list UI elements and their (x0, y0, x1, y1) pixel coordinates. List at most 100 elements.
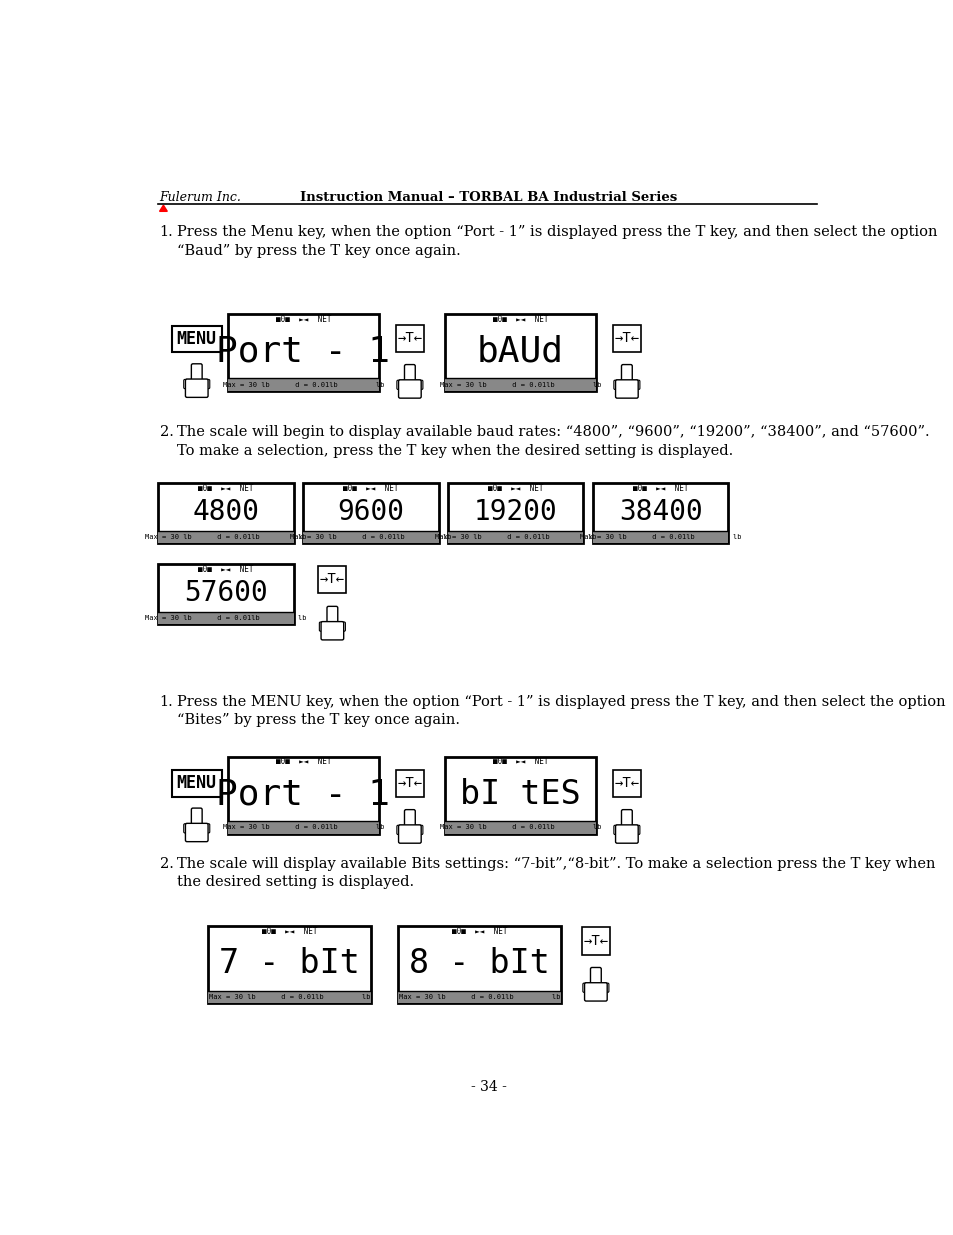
FancyBboxPatch shape (397, 990, 560, 1003)
FancyBboxPatch shape (581, 927, 609, 955)
FancyBboxPatch shape (228, 314, 378, 390)
Text: The scale will begin to display available baud rates: “4800”, “9600”, “19200”, “: The scale will begin to display availabl… (177, 425, 929, 458)
FancyBboxPatch shape (590, 967, 600, 986)
Polygon shape (159, 205, 167, 211)
FancyBboxPatch shape (196, 379, 204, 391)
FancyBboxPatch shape (582, 983, 590, 993)
FancyBboxPatch shape (185, 379, 208, 398)
Text: The scale will display available Bits settings: “7-bit”,“8-bit”. To make a selec: The scale will display available Bits se… (177, 857, 935, 889)
Text: Max = 30 lb      d = 0.01lb         lb: Max = 30 lb d = 0.01lb lb (435, 534, 596, 540)
FancyBboxPatch shape (303, 483, 438, 543)
FancyBboxPatch shape (404, 810, 415, 827)
Text: ■0■  ►◄  NET: ■0■ ►◄ NET (487, 484, 543, 493)
FancyBboxPatch shape (332, 622, 339, 634)
Text: Max = 30 lb      d = 0.01lb         lb: Max = 30 lb d = 0.01lb lb (290, 534, 451, 540)
Text: - 34 -: - 34 - (471, 1079, 506, 1094)
Text: ■0■  ►◄  NET: ■0■ ►◄ NET (492, 315, 547, 324)
Text: Max = 30 lb      d = 0.01lb         lb: Max = 30 lb d = 0.01lb lb (222, 382, 384, 388)
Text: 57600: 57600 (184, 579, 268, 608)
Text: Fulerum Inc.: Fulerum Inc. (159, 190, 241, 204)
FancyBboxPatch shape (202, 824, 210, 832)
Text: 2.: 2. (159, 857, 173, 871)
Text: ■0■  ►◄  NET: ■0■ ►◄ NET (452, 926, 507, 936)
FancyBboxPatch shape (185, 824, 208, 842)
FancyBboxPatch shape (318, 566, 346, 593)
Text: 7 - bIt: 7 - bIt (219, 947, 360, 981)
FancyBboxPatch shape (415, 825, 422, 835)
Text: 1.: 1. (159, 225, 173, 240)
FancyBboxPatch shape (303, 531, 438, 543)
FancyBboxPatch shape (444, 314, 596, 390)
Text: Max = 30 lb      d = 0.01lb         lb: Max = 30 lb d = 0.01lb lb (222, 824, 384, 830)
FancyBboxPatch shape (208, 990, 371, 1003)
Text: ■0■  ►◄  NET: ■0■ ►◄ NET (492, 757, 547, 767)
Text: 9600: 9600 (336, 499, 404, 526)
Text: Max = 30 lb      d = 0.01lb         lb: Max = 30 lb d = 0.01lb lb (439, 824, 600, 830)
Text: MENU: MENU (176, 774, 216, 793)
FancyBboxPatch shape (327, 606, 337, 625)
Text: ■0■  ►◄  NET: ■0■ ►◄ NET (343, 484, 398, 493)
FancyBboxPatch shape (631, 380, 639, 389)
FancyBboxPatch shape (228, 757, 378, 834)
Text: Port - 1: Port - 1 (216, 335, 390, 368)
FancyBboxPatch shape (192, 808, 202, 826)
Text: →T←: →T← (614, 331, 639, 346)
FancyBboxPatch shape (321, 621, 343, 640)
FancyBboxPatch shape (396, 380, 404, 389)
Text: ■0■  ►◄  NET: ■0■ ►◄ NET (198, 564, 253, 574)
FancyBboxPatch shape (615, 380, 638, 398)
Text: Press the MENU key, when the option “Port - 1” is displayed press the T key, and: Press the MENU key, when the option “Por… (177, 695, 945, 727)
FancyBboxPatch shape (444, 378, 596, 390)
FancyBboxPatch shape (158, 483, 294, 543)
Text: Press the Menu key, when the option “Port - 1” is displayed press the T key, and: Press the Menu key, when the option “Por… (177, 225, 937, 258)
FancyBboxPatch shape (595, 983, 602, 995)
FancyBboxPatch shape (447, 531, 583, 543)
Text: ■0■  ►◄  NET: ■0■ ►◄ NET (262, 926, 317, 936)
FancyBboxPatch shape (409, 825, 416, 837)
Text: 4800: 4800 (193, 499, 259, 526)
Text: Port - 1: Port - 1 (216, 777, 390, 811)
Text: ■0■  ►◄  NET: ■0■ ►◄ NET (198, 484, 253, 493)
Text: ■0■  ►◄  NET: ■0■ ►◄ NET (632, 484, 688, 493)
FancyBboxPatch shape (415, 380, 422, 389)
Text: 19200: 19200 (474, 499, 557, 526)
Text: →T←: →T← (396, 777, 422, 790)
Text: 8 - bIt: 8 - bIt (409, 947, 550, 981)
FancyBboxPatch shape (158, 531, 294, 543)
FancyBboxPatch shape (337, 622, 345, 631)
FancyBboxPatch shape (172, 771, 222, 797)
FancyBboxPatch shape (592, 483, 728, 543)
FancyBboxPatch shape (184, 379, 192, 389)
Text: bAUd: bAUd (476, 335, 563, 368)
Text: MENU: MENU (176, 330, 216, 348)
FancyBboxPatch shape (612, 325, 640, 352)
FancyBboxPatch shape (395, 325, 423, 352)
FancyBboxPatch shape (444, 821, 596, 834)
Text: →T←: →T← (319, 572, 345, 587)
FancyBboxPatch shape (620, 810, 632, 827)
Text: ■0■  ►◄  NET: ■0■ ►◄ NET (275, 315, 331, 324)
Text: 1.: 1. (159, 695, 173, 709)
FancyBboxPatch shape (192, 364, 202, 382)
Text: Max = 30 lb      d = 0.01lb         lb: Max = 30 lb d = 0.01lb lb (439, 382, 600, 388)
FancyBboxPatch shape (409, 380, 416, 393)
Text: 2.: 2. (159, 425, 173, 440)
Text: Max = 30 lb      d = 0.01lb         lb: Max = 30 lb d = 0.01lb lb (398, 994, 559, 1000)
Text: →T←: →T← (582, 935, 608, 948)
FancyBboxPatch shape (398, 380, 420, 398)
FancyBboxPatch shape (319, 622, 327, 631)
FancyBboxPatch shape (228, 821, 378, 834)
Text: →T←: →T← (614, 777, 639, 790)
FancyBboxPatch shape (613, 825, 621, 835)
Text: Max = 30 lb      d = 0.01lb         lb: Max = 30 lb d = 0.01lb lb (579, 534, 740, 540)
FancyBboxPatch shape (395, 769, 423, 798)
FancyBboxPatch shape (404, 364, 415, 383)
FancyBboxPatch shape (584, 983, 606, 1002)
FancyBboxPatch shape (631, 825, 639, 835)
FancyBboxPatch shape (600, 983, 608, 993)
Text: ■0■  ►◄  NET: ■0■ ►◄ NET (275, 757, 331, 767)
FancyBboxPatch shape (202, 379, 210, 389)
Text: bI tES: bI tES (459, 778, 580, 810)
Text: Max = 30 lb      d = 0.01lb         lb: Max = 30 lb d = 0.01lb lb (209, 994, 370, 1000)
FancyBboxPatch shape (158, 564, 294, 624)
